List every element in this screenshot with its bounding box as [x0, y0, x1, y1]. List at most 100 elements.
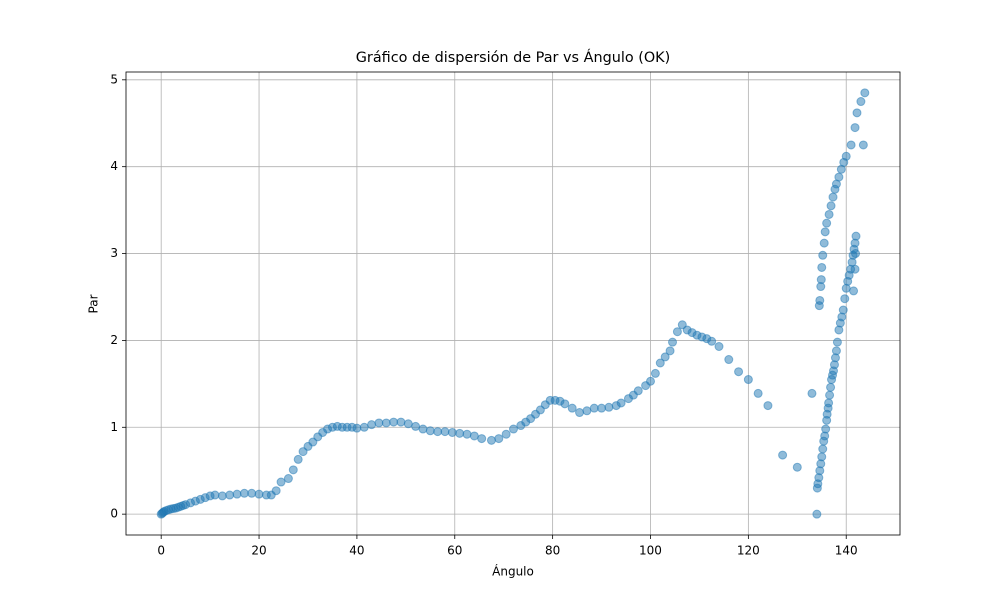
point	[477, 434, 487, 444]
x-tick-label: 120	[737, 544, 760, 558]
point	[834, 172, 844, 182]
point	[824, 398, 834, 408]
point	[660, 352, 670, 362]
point	[840, 294, 850, 304]
point	[396, 417, 406, 427]
point	[850, 123, 860, 133]
point	[425, 426, 435, 436]
x-tick-label: 60	[447, 544, 462, 558]
x-tick-label: 80	[545, 544, 560, 558]
point	[288, 465, 298, 475]
point	[860, 88, 870, 98]
point	[225, 490, 235, 500]
point	[831, 346, 841, 356]
grid	[126, 72, 900, 535]
point	[846, 140, 856, 150]
point	[501, 429, 511, 439]
y-tick-label: 0	[110, 507, 118, 521]
y-tick-label: 4	[110, 159, 118, 173]
point	[734, 367, 744, 377]
point	[668, 337, 678, 347]
point	[763, 401, 773, 411]
point	[812, 509, 822, 519]
point	[283, 474, 293, 484]
x-axis-label: Ángulo	[492, 564, 534, 579]
point	[819, 238, 829, 248]
point	[254, 489, 264, 499]
point	[850, 264, 860, 274]
x-tick-label: 0	[157, 544, 165, 558]
y-tick-label: 1	[110, 420, 118, 434]
point	[856, 97, 866, 107]
point	[247, 488, 257, 498]
point	[820, 227, 830, 237]
point	[858, 140, 868, 150]
point	[828, 192, 838, 202]
point	[665, 346, 675, 356]
point	[359, 422, 369, 432]
point	[381, 418, 391, 428]
point	[374, 418, 384, 428]
point	[433, 427, 443, 437]
point	[821, 424, 831, 434]
point	[818, 250, 828, 260]
point	[403, 419, 413, 429]
point	[276, 477, 286, 487]
point	[672, 327, 682, 337]
point	[447, 427, 457, 437]
point	[655, 358, 665, 368]
point	[367, 420, 377, 430]
point	[494, 434, 504, 444]
point	[792, 462, 802, 472]
point	[852, 108, 862, 118]
point	[816, 275, 826, 285]
point	[650, 368, 660, 378]
point	[815, 295, 825, 305]
point	[293, 454, 303, 464]
point	[818, 444, 828, 454]
point	[508, 424, 518, 434]
x-tick-label: 140	[835, 544, 858, 558]
point	[239, 488, 249, 498]
point	[824, 209, 834, 219]
axes-frame	[125, 71, 901, 536]
point	[838, 305, 848, 315]
x-tick-label: 20	[251, 544, 266, 558]
point	[714, 341, 724, 351]
point	[826, 382, 836, 392]
y-axis-label: Par	[87, 294, 101, 313]
point	[645, 376, 655, 386]
point	[841, 151, 851, 161]
x-tick-label: 40	[349, 544, 364, 558]
point	[807, 388, 817, 398]
y-tick-label: 2	[110, 333, 118, 347]
point	[817, 452, 827, 462]
point	[440, 427, 450, 437]
point	[271, 486, 281, 496]
point	[411, 421, 421, 431]
point	[418, 424, 428, 434]
point	[633, 386, 643, 396]
point	[462, 429, 472, 439]
point	[560, 399, 570, 409]
point	[707, 336, 717, 346]
point	[616, 398, 626, 408]
y-tick-label: 5	[110, 72, 118, 86]
point	[743, 375, 753, 385]
point	[210, 490, 220, 500]
point	[778, 450, 788, 460]
point	[352, 423, 362, 433]
point	[589, 403, 599, 413]
x-tick-label: 100	[639, 544, 662, 558]
points	[156, 88, 870, 519]
y-tick-label: 3	[110, 246, 118, 260]
point	[851, 231, 861, 241]
point	[389, 417, 399, 427]
point	[832, 337, 842, 347]
point	[455, 428, 465, 438]
point	[575, 408, 585, 418]
point	[825, 390, 835, 400]
point	[826, 201, 836, 211]
point	[817, 262, 827, 272]
